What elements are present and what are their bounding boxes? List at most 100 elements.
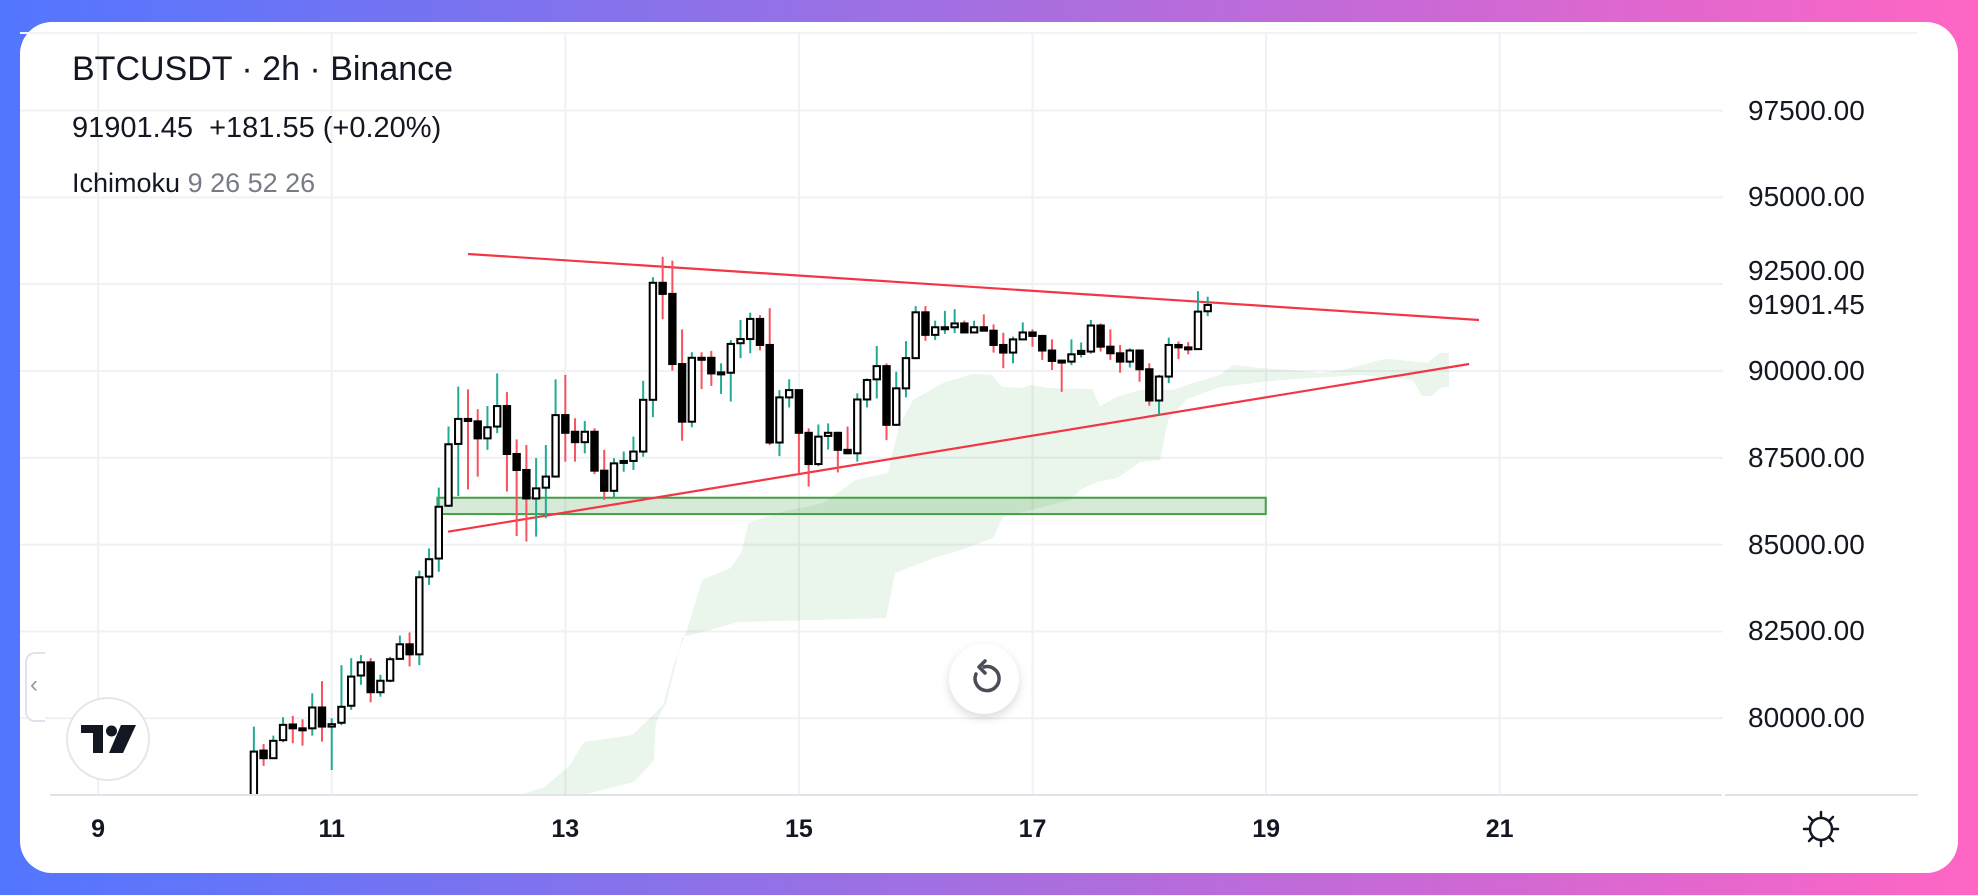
candle (298, 719, 307, 746)
candle (337, 665, 346, 726)
candle (619, 451, 628, 472)
candle (327, 718, 336, 770)
candle (862, 378, 872, 408)
candle (921, 306, 930, 341)
candle-body-down (755, 317, 765, 346)
trendlines[interactable] (447, 252, 1480, 533)
candle-body-up (492, 405, 502, 428)
candle-body-down (677, 363, 687, 423)
candle-body-down (590, 430, 599, 472)
time-tick-label: 9 (91, 815, 106, 843)
candle (726, 340, 735, 402)
candle-body-up (483, 426, 492, 440)
candle (454, 386, 463, 497)
candle (1086, 319, 1096, 354)
candle (259, 743, 268, 766)
time-tick-label: 11 (318, 815, 345, 843)
candle (415, 570, 424, 666)
price-tick-label: 85000.00 (1748, 528, 1865, 560)
candle-body-up (853, 398, 862, 455)
upper-trendline (467, 252, 1480, 322)
symbol-title[interactable]: BTCUSDT · 2h · Binance (72, 50, 454, 88)
candle-body-up (1193, 310, 1203, 351)
candle (1038, 334, 1047, 360)
candle-body-down (570, 430, 580, 444)
candle-body-down (1076, 349, 1086, 355)
candle (823, 423, 833, 450)
tradingview-logo[interactable] (66, 697, 150, 781)
candle (424, 548, 434, 585)
candle (473, 409, 482, 477)
candle-body-up (1125, 349, 1135, 363)
chart-settings-button[interactable] (1799, 807, 1843, 851)
candle-body-down (999, 343, 1008, 354)
tradingview-logo-icon (81, 725, 136, 753)
candle-body-down (522, 468, 531, 500)
candle (1135, 349, 1144, 382)
grid (20, 33, 1723, 795)
candle (1018, 322, 1027, 341)
candle (668, 260, 677, 371)
candle (629, 436, 638, 470)
candle-body-up (269, 739, 278, 760)
indicator-legend-ichimoku[interactable]: Ichimoku 9 26 52 26 (72, 168, 315, 199)
support-zone[interactable] (436, 496, 1267, 516)
candle-body-up (775, 396, 784, 444)
candle-body-down (317, 706, 327, 728)
candle (950, 309, 959, 334)
candle-body-up (337, 705, 346, 724)
candle-body-down (843, 448, 852, 455)
candle-body-up (356, 661, 366, 677)
price-tick-label: 80000.00 (1748, 702, 1865, 734)
candle (385, 656, 395, 683)
candle (600, 449, 609, 500)
candle-body-up (444, 443, 453, 507)
collapse-panel-button[interactable]: ‹ (25, 652, 45, 722)
reset-chart-button[interactable] (949, 644, 1019, 714)
candle-body-down (1096, 324, 1105, 348)
candle (658, 256, 667, 320)
candle (570, 418, 580, 462)
candle (376, 674, 385, 697)
candle-body-down (794, 389, 804, 434)
candle (1184, 342, 1193, 355)
time-tick-label: 21 (1485, 815, 1514, 843)
candle-body-up (327, 723, 336, 728)
candle-body-up (746, 317, 755, 341)
candle (1106, 329, 1115, 360)
candle-body-up (376, 679, 385, 694)
candle-body-down (979, 326, 989, 332)
candle-body-up (784, 389, 794, 399)
candle (1047, 339, 1057, 370)
candle-body-up (911, 311, 920, 360)
candle (1115, 344, 1125, 373)
candle (989, 324, 998, 353)
candle-body-down (366, 661, 375, 694)
candle-body-up (629, 450, 638, 462)
candle (930, 320, 940, 341)
candle (1164, 337, 1173, 384)
candle-body-up (385, 658, 395, 682)
candle (882, 363, 891, 441)
candle (512, 439, 521, 536)
candle (561, 374, 570, 462)
candle-body-up (1086, 324, 1096, 353)
candle-body-up (892, 387, 901, 426)
candle (765, 308, 774, 445)
candle (356, 655, 366, 685)
candle-body-down (1174, 343, 1183, 349)
candle (502, 392, 512, 492)
candle-body-down (989, 329, 998, 346)
candle-body-down (1057, 359, 1066, 364)
candle-body-up (940, 326, 950, 331)
candle (784, 379, 794, 408)
candle (707, 350, 716, 386)
candle-body-down (707, 356, 716, 375)
candle-body-up (1067, 353, 1076, 363)
candle-body-up (716, 371, 726, 376)
candle (872, 345, 881, 399)
last-price-label: 91901.45 (1728, 288, 1918, 321)
candle-body-down (658, 281, 667, 295)
candle-body-up (950, 322, 959, 329)
